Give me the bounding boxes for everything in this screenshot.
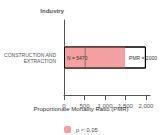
svg-text:Industry: Industry xyxy=(40,8,64,14)
svg-text:N = 5470: N = 5470 xyxy=(67,55,88,61)
svg-text:PMR = 2000: PMR = 2000 xyxy=(129,55,157,61)
svg-text:1,500: 1,500 xyxy=(118,103,134,109)
svg-text:1,000: 1,000 xyxy=(97,103,113,109)
svg-text:Proportionate Mortality Ratio: Proportionate Mortality Ratio (PMR) xyxy=(33,106,129,112)
svg-text:500: 500 xyxy=(79,103,90,109)
svg-text:EXTRACTION: EXTRACTION xyxy=(24,58,57,64)
svg-text:CONSTRUCTION AND: CONSTRUCTION AND xyxy=(4,51,56,58)
svg-text:p < 0.05: p < 0.05 xyxy=(76,127,99,133)
svg-text:2,000: 2,000 xyxy=(138,103,154,109)
svg-text:0: 0 xyxy=(62,103,66,109)
